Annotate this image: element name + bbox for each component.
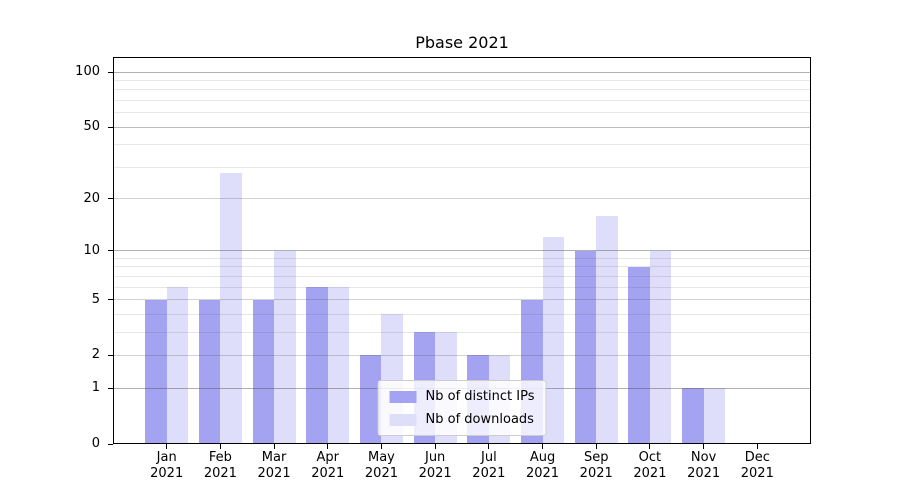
x-tick-mark-jan <box>166 444 168 449</box>
x-tick-label-jun: Jun 2021 <box>418 450 452 481</box>
y-tick-mark-0 <box>108 443 113 445</box>
bar-feb-downloads <box>220 172 242 444</box>
y-tick-mark-2 <box>108 354 113 356</box>
y-tick-label-50: 50 <box>83 119 100 135</box>
x-tick-label-nov: Nov 2021 <box>687 450 721 481</box>
gridline-y-40 <box>113 144 811 146</box>
bar-nov-downloads <box>703 388 726 444</box>
y-tick-label-0: 0 <box>91 436 100 451</box>
x-tick-mark-may <box>380 444 382 449</box>
bar-mar-distinct-ips <box>252 299 275 444</box>
gridline-y-80 <box>113 89 811 91</box>
legend-label-distinct-ips: Nb of distinct IPs <box>425 389 535 404</box>
bar-oct-downloads <box>649 250 672 444</box>
x-tick-mark-sep <box>595 444 597 449</box>
y-tick-mark-10 <box>108 250 113 252</box>
x-tick-label-oct: Oct 2021 <box>633 450 667 481</box>
gridline-y-10 <box>113 250 811 252</box>
legend-label-downloads: Nb of downloads <box>425 412 534 427</box>
x-tick-mark-jun <box>434 444 436 449</box>
x-tick-label-feb: Feb 2021 <box>203 450 237 481</box>
x-tick-label-jul: Jul 2021 <box>472 450 506 481</box>
y-tick-mark-100 <box>108 71 113 73</box>
bar-jan-distinct-ips <box>145 299 167 444</box>
legend-swatch-distinct-ips <box>389 390 417 403</box>
legend: Nb of distinct IPs Nb of downloads <box>377 380 547 436</box>
chart-title: Pbase 2021 <box>415 33 509 52</box>
y-tick-mark-50 <box>108 126 113 128</box>
x-tick-label-mar: Mar 2021 <box>257 450 291 481</box>
bar-apr-downloads <box>327 287 350 444</box>
y-tick-mark-1 <box>108 387 113 389</box>
x-tick-label-sep: Sep 2021 <box>579 450 613 481</box>
x-tick-label-may: May 2021 <box>364 450 398 481</box>
legend-entry-downloads: Nb of downloads <box>389 412 535 427</box>
gridline-y-7 <box>113 275 811 277</box>
bar-may-distinct-ips <box>359 355 382 444</box>
x-tick-mark-oct <box>649 444 651 449</box>
gridline-y-50 <box>113 126 811 128</box>
legend-entry-distinct-ips: Nb of distinct IPs <box>389 389 535 404</box>
x-tick-mark-nov <box>703 444 705 449</box>
gridline-y-9 <box>113 257 811 259</box>
y-tick-label-100: 100 <box>75 64 100 79</box>
x-tick-label-aug: Aug 2021 <box>525 450 560 481</box>
y-tick-label-10: 10 <box>83 242 100 258</box>
bar-mar-downloads <box>274 250 296 444</box>
x-tick-mark-apr <box>327 444 329 449</box>
y-tick-label-5: 5 <box>91 291 100 307</box>
bar-oct-distinct-ips <box>628 266 650 444</box>
gridline-y-30 <box>113 166 811 168</box>
gridline-y-70 <box>113 99 811 101</box>
bar-feb-distinct-ips <box>198 299 221 444</box>
gridline-y-60 <box>113 112 811 114</box>
gridline-y-90 <box>113 79 811 81</box>
y-tick-label-1: 1 <box>91 380 100 396</box>
gridline-y-8 <box>113 266 811 268</box>
x-tick-label-dec: Dec 2021 <box>740 450 774 481</box>
y-tick-mark-20 <box>108 198 113 200</box>
gridline-y-6 <box>113 286 811 288</box>
bar-sep-distinct-ips <box>574 250 597 444</box>
x-tick-mark-aug <box>542 444 544 449</box>
y-tick-label-2: 2 <box>91 347 100 363</box>
gridline-y-100 <box>113 71 811 73</box>
x-tick-mark-feb <box>219 444 221 449</box>
bar-sep-downloads <box>596 215 618 444</box>
plot-area: Nb of distinct IPs Nb of downloads <box>113 57 811 444</box>
legend-swatch-downloads <box>389 413 417 426</box>
y-tick-label-20: 20 <box>83 190 100 206</box>
x-tick-mark-mar <box>273 444 275 449</box>
x-tick-mark-dec <box>756 444 758 449</box>
bar-apr-distinct-ips <box>306 287 328 444</box>
bar-aug-downloads <box>542 237 565 444</box>
y-tick-mark-5 <box>108 299 113 301</box>
x-tick-label-jan: Jan 2021 <box>150 450 184 481</box>
bar-nov-distinct-ips <box>682 388 704 444</box>
x-tick-mark-jul <box>488 444 490 449</box>
x-tick-label-apr: Apr 2021 <box>311 450 345 481</box>
bar-jan-downloads <box>166 287 189 444</box>
gridline-y-20 <box>113 198 811 200</box>
